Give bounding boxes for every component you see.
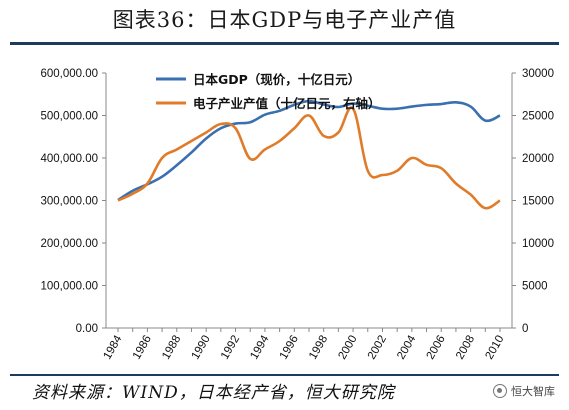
- x-tick-label: 1984: [101, 333, 124, 362]
- x-tick-label: 1994: [248, 333, 271, 362]
- x-tick-label: 2000: [336, 334, 359, 362]
- right-tick-label: 30000: [522, 68, 554, 80]
- source-note: 资料来源：WIND，日本经产省，恒大研究院: [32, 383, 395, 403]
- left-tick-label: 600,000.00: [40, 68, 98, 80]
- x-tick-label: 1998: [307, 334, 330, 362]
- line-chart: 0.00 100,000.00 200,000.00 300,000.00 400,00…: [40, 68, 554, 362]
- chart-title: 图表36：日本GDP与电子产业产值: [112, 8, 457, 32]
- x-tick-label: 1986: [131, 334, 154, 362]
- x-tick-label: 2006: [425, 334, 448, 362]
- legend-label-gdp: 日本GDP（现价，十亿日元）: [193, 72, 360, 87]
- watermark-label: 恒大智库: [511, 385, 555, 398]
- footer-rule: [10, 374, 559, 376]
- x-tick-label: 1992: [219, 334, 242, 362]
- right-tick-label: 20000: [522, 153, 554, 165]
- title-underline: [10, 42, 559, 45]
- watermark: 恒大智库: [493, 383, 555, 399]
- right-tick-label: 5000: [522, 281, 548, 293]
- right-tick-label: 15000: [522, 196, 554, 208]
- x-tick-label: 1996: [278, 334, 301, 362]
- x-tick-label: 1990: [190, 334, 213, 362]
- left-tick-label: 0.00: [76, 323, 98, 335]
- x-tick-label: 2004: [395, 333, 418, 362]
- right-tick-label: 0: [522, 323, 528, 335]
- gdp-series-line: [117, 99, 501, 202]
- x-tick-label: 2010: [483, 334, 506, 362]
- x-tick-label: 2008: [454, 334, 477, 362]
- legend-label-electronics: 电子产业产值（十亿日元，右轴）: [193, 96, 381, 111]
- x-tick-label: 1988: [160, 334, 183, 362]
- left-tick-label: 500,000.00: [40, 111, 98, 123]
- left-tick-label: 400,000.00: [40, 153, 98, 165]
- left-tick-label: 100,000.00: [40, 281, 98, 293]
- right-tick-label: 25000: [522, 111, 554, 123]
- left-tick-label: 200,000.00: [40, 238, 98, 250]
- left-tick-label: 300,000.00: [40, 196, 98, 208]
- wechat-icon: [493, 384, 507, 398]
- electronics-series-line: [117, 106, 501, 210]
- x-tick-label: 2002: [366, 334, 389, 362]
- right-tick-label: 10000: [522, 238, 554, 250]
